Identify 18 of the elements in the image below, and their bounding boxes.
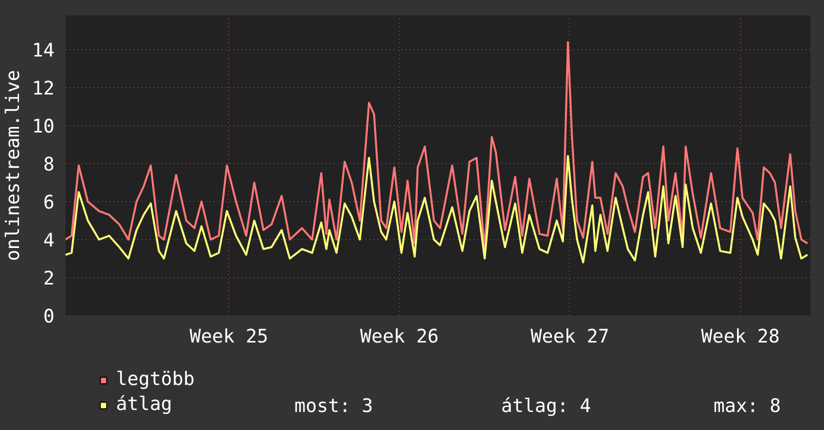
y-tick-label: 0: [43, 306, 54, 328]
y-tick-label: 10: [32, 116, 55, 138]
y-tick-label: 6: [43, 192, 54, 214]
y-tick-label: 4: [43, 230, 54, 252]
x-tick-label: Week 27: [530, 326, 610, 348]
text: átlag: 4: [501, 396, 591, 417]
y-tick-label: 14: [32, 40, 55, 62]
y-tick-label: 8: [43, 154, 54, 176]
x-tick-label: Week 26: [360, 326, 439, 348]
legend-label: átlag: [116, 394, 172, 415]
text: most: 3: [294, 396, 374, 417]
y-tick-label: 12: [32, 78, 55, 100]
x-tick-label: Week 28: [701, 326, 780, 348]
y-tick-label: 2: [43, 268, 54, 290]
x-tick-label: Week 25: [190, 326, 268, 348]
y-axis-title: onlinestream.live: [3, 70, 24, 261]
text: max: 8: [713, 396, 781, 417]
legend-label: legtöbb: [116, 369, 195, 390]
